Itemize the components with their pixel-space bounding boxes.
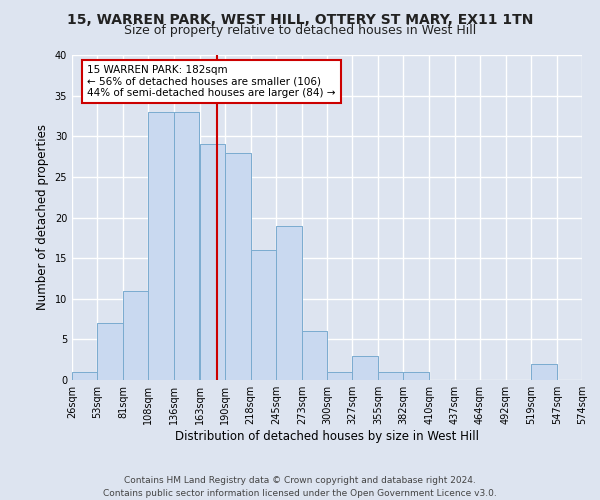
Bar: [148, 112, 175, 380]
Text: 15, WARREN PARK, WEST HILL, OTTERY ST MARY, EX11 1TN: 15, WARREN PARK, WEST HILL, OTTERY ST MA…: [67, 12, 533, 26]
Bar: [199, 144, 224, 380]
Text: Size of property relative to detached houses in West Hill: Size of property relative to detached ho…: [124, 24, 476, 37]
Bar: [327, 372, 352, 380]
Bar: [276, 226, 302, 380]
Bar: [123, 290, 148, 380]
Bar: [403, 372, 430, 380]
Text: 15 WARREN PARK: 182sqm
← 56% of detached houses are smaller (106)
44% of semi-de: 15 WARREN PARK: 182sqm ← 56% of detached…: [88, 64, 336, 98]
Bar: [72, 372, 97, 380]
Y-axis label: Number of detached properties: Number of detached properties: [36, 124, 49, 310]
Bar: [224, 152, 251, 380]
Text: Contains HM Land Registry data © Crown copyright and database right 2024.
Contai: Contains HM Land Registry data © Crown c…: [103, 476, 497, 498]
Bar: [175, 112, 199, 380]
Bar: [302, 331, 327, 380]
Bar: [378, 372, 403, 380]
Bar: [531, 364, 557, 380]
Bar: [251, 250, 276, 380]
X-axis label: Distribution of detached houses by size in West Hill: Distribution of detached houses by size …: [175, 430, 479, 443]
Bar: [352, 356, 378, 380]
Bar: [97, 323, 123, 380]
